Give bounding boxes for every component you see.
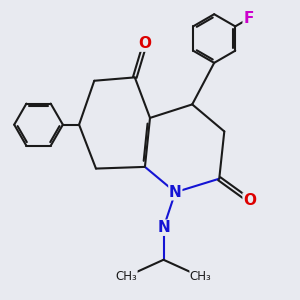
Text: F: F bbox=[243, 11, 254, 26]
Text: N: N bbox=[169, 185, 182, 200]
Text: O: O bbox=[243, 193, 256, 208]
Text: CH₃: CH₃ bbox=[116, 270, 137, 283]
Text: N: N bbox=[157, 220, 170, 235]
Text: O: O bbox=[138, 36, 152, 51]
Text: CH₃: CH₃ bbox=[190, 270, 212, 283]
